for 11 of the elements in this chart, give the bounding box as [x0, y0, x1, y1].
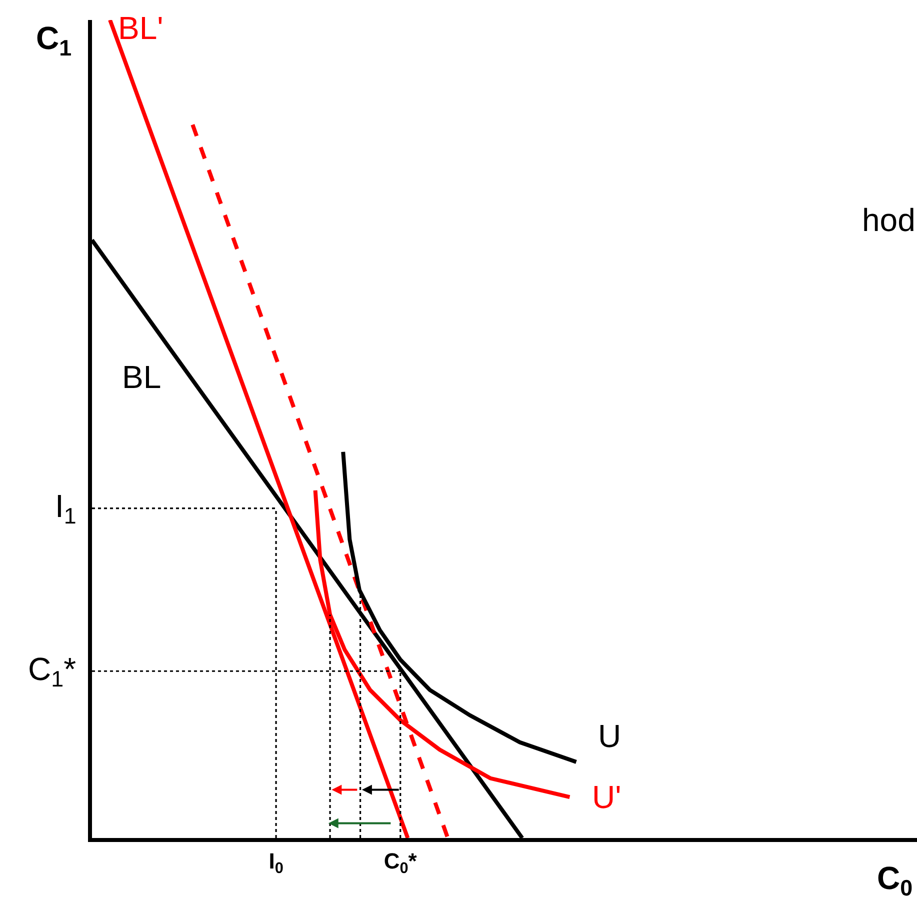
- x-tick-label: I$_{0}$: [268, 848, 284, 878]
- annotation: I$_{1}$: [55, 488, 76, 529]
- x-axis-title: C$_{0}$: [877, 860, 913, 901]
- y-axis-title: C$_{1}$: [36, 20, 72, 61]
- series-label: BL: [122, 359, 162, 395]
- annotation: C$_{1}$*: [28, 651, 76, 692]
- series-label: BL': [118, 10, 164, 46]
- series-label: U: [598, 718, 622, 754]
- annotation: hod: [862, 202, 916, 238]
- series-label: U': [592, 779, 622, 815]
- x-tick-label: C$_{0}$*: [384, 848, 418, 878]
